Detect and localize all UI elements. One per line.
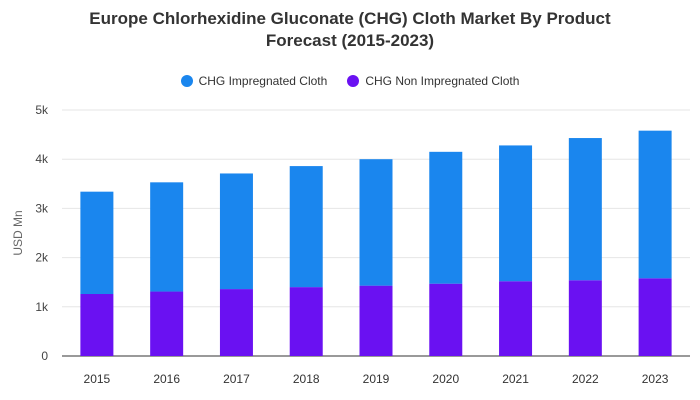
legend-label-non-impregnated: CHG Non Impregnated Cloth — [365, 74, 520, 88]
x-tick-label-2018: 2018 — [293, 372, 320, 386]
legend-item-impregnated[interactable]: CHG Impregnated Cloth — [180, 74, 328, 88]
x-tick-label-2015: 2015 — [84, 372, 111, 386]
y-tick-label-3: 3k — [35, 201, 49, 215]
bar-impregnated-2018 — [289, 166, 323, 288]
bar-impregnated-2017 — [219, 173, 253, 290]
x-tick-label-2023: 2023 — [642, 372, 669, 386]
bar-impregnated-2019 — [359, 159, 393, 286]
bar-non-impregnated-2019 — [359, 285, 393, 356]
bar-non-impregnated-2022 — [568, 280, 602, 356]
bar-non-impregnated-2021 — [499, 281, 533, 356]
legend-swatch-non-impregnated — [347, 75, 360, 87]
bar-impregnated-2015 — [80, 191, 114, 295]
y-tick-label-1: 1k — [35, 300, 49, 314]
bar-impregnated-2021 — [499, 145, 533, 282]
bar-non-impregnated-2015 — [80, 294, 114, 356]
legend-swatch-impregnated — [180, 75, 193, 87]
bar-non-impregnated-2023 — [638, 278, 672, 356]
chart-title: Europe Chlorhexidine Gluconate (CHG) Clo… — [0, 8, 700, 52]
x-tick-label-2019: 2019 — [363, 372, 390, 386]
bar-non-impregnated-2017 — [219, 289, 253, 356]
x-tick-label-2021: 2021 — [502, 372, 529, 386]
bar-impregnated-2023 — [638, 130, 672, 279]
y-tick-label-2: 2k — [35, 251, 49, 265]
bar-non-impregnated-2018 — [289, 287, 323, 356]
y-tick-label-0: 0 — [41, 349, 48, 363]
legend-item-non-impregnated[interactable]: CHG Non Impregnated Cloth — [347, 74, 519, 88]
y-tick-label-5: 5k — [35, 103, 49, 117]
x-tick-label-2020: 2020 — [432, 372, 459, 386]
bar-impregnated-2022 — [568, 138, 602, 281]
axis-layer: 0 1k 2k 3k 4k 5k USD Mn 2015 2016 2017 2018 2019 202… — [11, 103, 669, 386]
bar-non-impregnated-2016 — [150, 291, 184, 356]
x-tick-label-2017: 2017 — [223, 372, 250, 386]
chart-title-line-2: Forecast (2015-2023) — [265, 31, 435, 50]
legend-label-impregnated: CHG Impregnated Cloth — [198, 74, 328, 88]
x-tick-label-2016: 2016 — [153, 372, 180, 386]
bar-layer — [80, 130, 672, 356]
bar-non-impregnated-2020 — [429, 283, 463, 356]
legend: CHG Impregnated Cloth CHG Non Impregnate… — [0, 74, 700, 88]
bar-impregnated-2020 — [429, 151, 463, 284]
y-axis-title: USD Mn — [11, 210, 25, 255]
x-tick-label-2022: 2022 — [572, 372, 599, 386]
y-tick-label-4: 4k — [35, 152, 49, 166]
bar-impregnated-2016 — [150, 182, 184, 292]
chart-title-line-1: Europe Chlorhexidine Gluconate (CHG) Clo… — [89, 9, 611, 28]
